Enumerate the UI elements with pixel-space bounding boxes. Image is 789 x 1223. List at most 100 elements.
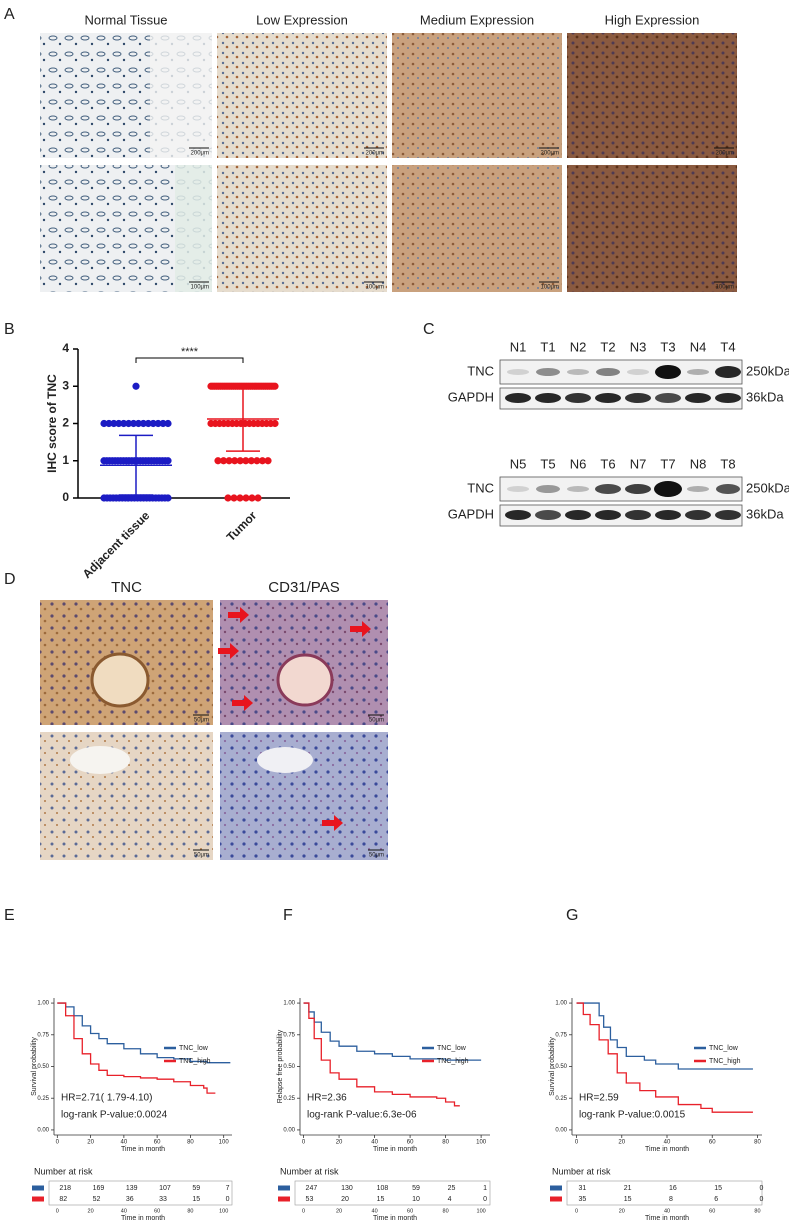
y-tick-label: 0.75	[555, 1032, 567, 1038]
risk-table-title: Number at risk	[280, 1166, 339, 1176]
x-tick-label: 100	[476, 1140, 487, 1146]
data-point	[219, 457, 228, 465]
data-point	[129, 419, 138, 428]
x-axis-label: Time in month	[121, 1146, 165, 1153]
risk-x-tick-label: 20	[619, 1208, 625, 1214]
data-point	[264, 457, 272, 465]
lane-label: N6	[570, 456, 587, 471]
scale-bar-label: 200μm	[716, 151, 734, 157]
survival-curve	[303, 1002, 460, 1107]
risk-count: 218	[59, 1185, 71, 1192]
y-tick-label: 3	[62, 378, 69, 392]
data-point	[125, 419, 133, 428]
size-label: 250kDa	[746, 480, 789, 495]
risk-count: 15	[377, 1196, 385, 1203]
y-axis-label: Relapse free probability	[277, 1029, 284, 1103]
risk-count: 21	[624, 1185, 632, 1192]
panel-label: B	[4, 321, 15, 338]
risk-table-title: Number at risk	[552, 1166, 611, 1176]
data-point	[271, 382, 279, 390]
lane-label: T5	[540, 456, 555, 471]
band	[595, 393, 621, 403]
scale-bar-label: 200μm	[541, 151, 559, 157]
risk-count: 36	[126, 1196, 134, 1203]
legend-label: TNC_low	[179, 1045, 209, 1052]
band	[565, 393, 591, 403]
survival-curve	[57, 1002, 231, 1064]
risk-x-tick-label: 0	[575, 1208, 578, 1214]
y-tick-label: 4	[62, 341, 69, 355]
risk-table-frame	[48, 1180, 233, 1206]
arrow	[218, 643, 239, 659]
data-point	[164, 457, 172, 465]
x-tick-label: 60	[154, 1140, 161, 1146]
risk-count: 59	[192, 1185, 200, 1192]
x-tick-label: 40	[121, 1140, 128, 1146]
risk-x-tick-label: 20	[88, 1208, 94, 1214]
lane-label: N8	[690, 456, 707, 471]
panel-label: F	[283, 907, 293, 924]
risk-count: 139	[126, 1185, 138, 1192]
data-point	[115, 419, 123, 428]
size-label: 36kDa	[746, 389, 784, 404]
y-axis-label: Survival probability	[31, 1037, 38, 1096]
x-tick-label: 0	[56, 1140, 60, 1146]
risk-count: 16	[669, 1185, 677, 1192]
scale-bar-label: 50μm	[369, 853, 384, 859]
lane-label: N7	[630, 456, 647, 471]
risk-x-axis-label: Time in month	[645, 1215, 689, 1222]
significance-label: ****	[181, 346, 199, 358]
risk-count: 0	[759, 1185, 763, 1192]
data-point	[254, 494, 262, 502]
micrograph-background	[175, 165, 212, 292]
annotation: HR=2.71( 1.79-4.10)	[61, 1093, 152, 1104]
risk-row-marker	[550, 1185, 562, 1191]
band	[625, 510, 651, 520]
band	[685, 510, 711, 520]
y-tick-label: 0.00	[37, 1128, 49, 1134]
scale-bar-label: 50μm	[369, 718, 384, 724]
band	[687, 369, 709, 375]
micrograph	[217, 33, 387, 158]
column-header: Low Expression	[256, 12, 348, 27]
x-tick-label: 0	[302, 1140, 306, 1146]
data-point	[253, 457, 261, 465]
survival-curve	[576, 1002, 753, 1113]
micrograph	[392, 33, 562, 158]
data-point	[134, 419, 143, 428]
x-tick-label: Tumor	[224, 508, 260, 544]
risk-count: 82	[59, 1196, 67, 1203]
annotation: log-rank P-value:0.0015	[579, 1110, 686, 1121]
scale-bar-label: 100μm	[716, 285, 734, 291]
micrograph-background	[150, 33, 212, 158]
data-point	[149, 419, 157, 428]
blot-strip	[499, 387, 743, 410]
band	[596, 368, 620, 376]
data-point	[236, 457, 244, 465]
band	[715, 510, 741, 520]
micrograph	[567, 33, 737, 158]
data-point	[230, 494, 238, 502]
significance-bracket	[135, 357, 244, 363]
y-tick-label: 0.50	[555, 1064, 567, 1070]
y-tick-label: 0.50	[37, 1064, 49, 1070]
risk-x-tick-label: 100	[477, 1208, 486, 1214]
scale-bar-label: 50μm	[194, 853, 209, 859]
vessel	[276, 653, 334, 707]
x-tick-label: 80	[187, 1140, 194, 1146]
data-point	[214, 457, 222, 465]
legend-label: TNC_high	[709, 1058, 741, 1065]
risk-x-tick-label: 60	[709, 1208, 715, 1214]
legend-label: TNC_high	[437, 1058, 469, 1065]
y-tick-label: 2	[62, 416, 69, 430]
risk-x-tick-label: 0	[302, 1208, 305, 1214]
lane-label: T1	[540, 339, 555, 354]
x-tick-label: 40	[371, 1140, 378, 1146]
row-label: GAPDH	[448, 389, 494, 404]
band	[567, 486, 589, 492]
data-point	[164, 419, 172, 428]
column-header: Medium Expression	[420, 12, 534, 27]
risk-count: 6	[714, 1196, 718, 1203]
y-tick-label: 0.00	[555, 1128, 567, 1134]
